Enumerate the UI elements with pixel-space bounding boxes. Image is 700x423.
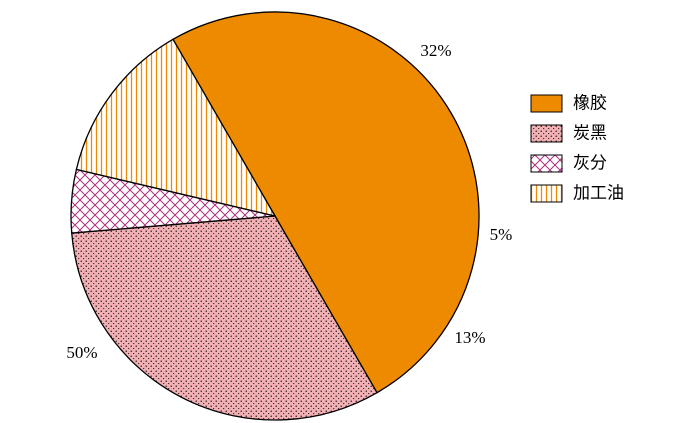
pie-slice-2 bbox=[71, 215, 378, 421]
pie-slice-4 bbox=[75, 38, 276, 217]
slice-percent-label: 13% bbox=[454, 328, 485, 347]
legend-label: 灰分 bbox=[573, 154, 607, 174]
legend-label: 炭黑 bbox=[573, 124, 607, 144]
slice-percent-label: 50% bbox=[66, 343, 97, 362]
legend-swatch bbox=[530, 154, 563, 173]
slice-percent-label: 32% bbox=[420, 41, 451, 60]
pie-slice-1 bbox=[172, 11, 480, 394]
slice-percent-label: 5% bbox=[490, 225, 513, 244]
legend-swatch bbox=[530, 124, 563, 143]
legend-swatch bbox=[530, 94, 563, 113]
legend-label: 橡胶 bbox=[573, 94, 607, 114]
legend-label: 加工油 bbox=[573, 184, 624, 204]
legend-swatch bbox=[530, 184, 563, 203]
